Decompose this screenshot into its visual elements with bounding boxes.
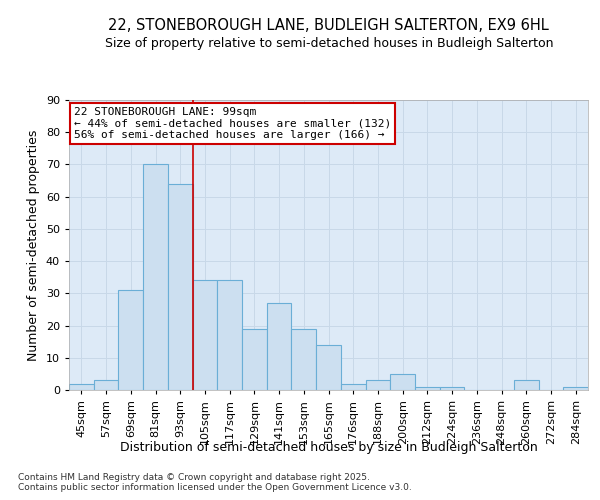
Y-axis label: Number of semi-detached properties: Number of semi-detached properties bbox=[27, 130, 40, 360]
Text: Contains HM Land Registry data © Crown copyright and database right 2025.
Contai: Contains HM Land Registry data © Crown c… bbox=[18, 472, 412, 492]
Bar bbox=[563, 387, 588, 390]
Bar bbox=[341, 384, 365, 390]
Bar bbox=[69, 384, 94, 390]
Bar bbox=[514, 380, 539, 390]
Bar bbox=[118, 290, 143, 390]
Text: 22 STONEBOROUGH LANE: 99sqm
← 44% of semi-detached houses are smaller (132)
56% : 22 STONEBOROUGH LANE: 99sqm ← 44% of sem… bbox=[74, 108, 391, 140]
Bar bbox=[365, 380, 390, 390]
Bar bbox=[242, 329, 267, 390]
Bar bbox=[440, 387, 464, 390]
Bar bbox=[143, 164, 168, 390]
Bar bbox=[193, 280, 217, 390]
Bar bbox=[94, 380, 118, 390]
Bar bbox=[217, 280, 242, 390]
Bar bbox=[390, 374, 415, 390]
Text: Size of property relative to semi-detached houses in Budleigh Salterton: Size of property relative to semi-detach… bbox=[104, 38, 553, 51]
Text: Distribution of semi-detached houses by size in Budleigh Salterton: Distribution of semi-detached houses by … bbox=[120, 441, 538, 454]
Text: 22, STONEBOROUGH LANE, BUDLEIGH SALTERTON, EX9 6HL: 22, STONEBOROUGH LANE, BUDLEIGH SALTERTO… bbox=[109, 18, 549, 32]
Bar bbox=[168, 184, 193, 390]
Bar bbox=[316, 345, 341, 390]
Bar bbox=[292, 329, 316, 390]
Bar bbox=[267, 303, 292, 390]
Bar bbox=[415, 387, 440, 390]
